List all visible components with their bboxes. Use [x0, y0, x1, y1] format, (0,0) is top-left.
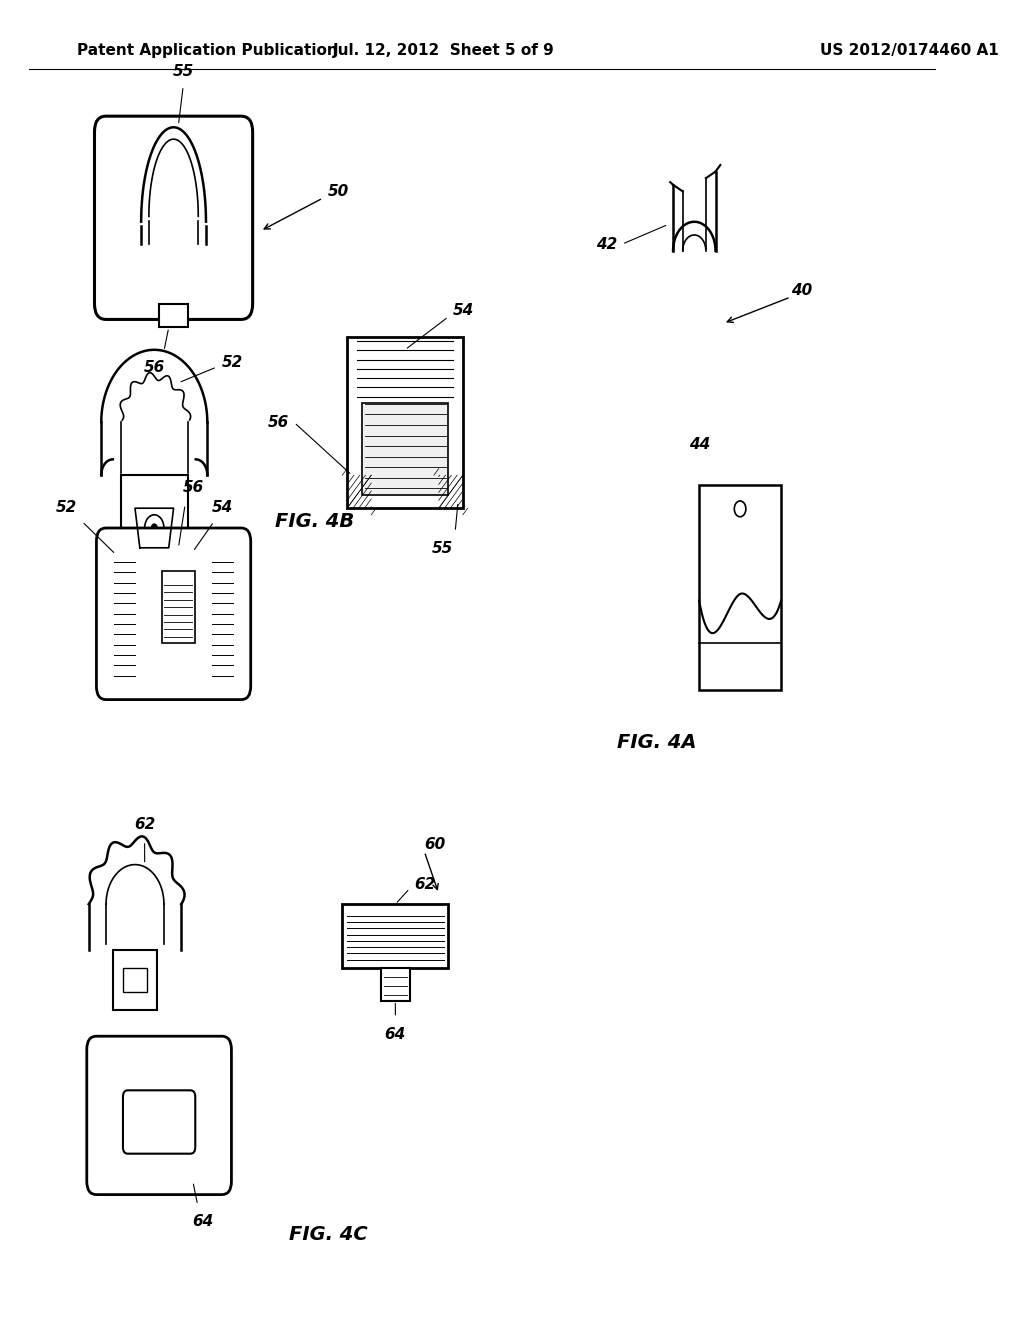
Bar	[121, 475, 188, 561]
Bar	[699, 484, 781, 689]
FancyBboxPatch shape	[123, 1090, 196, 1154]
Text: Patent Application Publication: Patent Application Publication	[77, 42, 338, 58]
Text: 64: 64	[191, 1214, 213, 1229]
Text: 56: 56	[268, 414, 290, 430]
Bar	[347, 337, 463, 508]
Text: 50: 50	[328, 183, 349, 199]
Bar	[381, 968, 410, 1001]
Text: FIG. 4A: FIG. 4A	[617, 733, 696, 752]
Text: 60: 60	[424, 837, 445, 853]
FancyBboxPatch shape	[94, 116, 253, 319]
Text: 54: 54	[454, 302, 474, 318]
Text: 40: 40	[791, 282, 812, 298]
Circle shape	[152, 524, 157, 532]
FancyBboxPatch shape	[87, 1036, 231, 1195]
Text: 62: 62	[134, 817, 156, 832]
Bar	[114, 950, 157, 1010]
Text: 56: 56	[183, 480, 205, 495]
Text: FIG. 4C: FIG. 4C	[290, 1225, 368, 1243]
Text: 64: 64	[385, 1027, 406, 1041]
Text: Jul. 12, 2012  Sheet 5 of 9: Jul. 12, 2012 Sheet 5 of 9	[333, 42, 554, 58]
Text: 52: 52	[222, 355, 243, 371]
Text: 52: 52	[56, 500, 77, 515]
Text: 44: 44	[689, 437, 711, 451]
Text: 62: 62	[415, 876, 436, 892]
Text: 55: 55	[173, 65, 194, 79]
Text: US 2012/0174460 A1: US 2012/0174460 A1	[819, 42, 998, 58]
FancyBboxPatch shape	[96, 528, 251, 700]
Bar	[361, 403, 449, 495]
Text: 55: 55	[432, 541, 454, 556]
Bar	[159, 304, 188, 327]
Bar	[123, 968, 147, 993]
Bar	[342, 904, 449, 968]
Text: 56: 56	[143, 360, 165, 375]
Bar	[162, 570, 196, 643]
Text: FIG. 4B: FIG. 4B	[274, 512, 354, 531]
Text: 54: 54	[212, 500, 233, 515]
Text: 42: 42	[596, 236, 617, 252]
